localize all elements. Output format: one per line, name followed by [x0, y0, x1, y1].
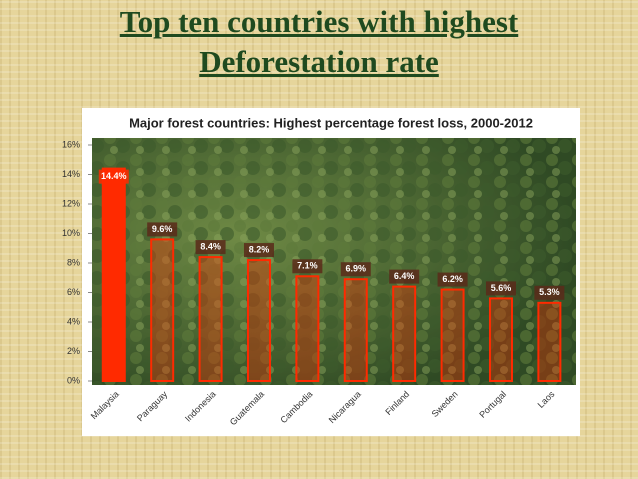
- value-label: 6.9%: [346, 264, 367, 274]
- value-label-box: [147, 222, 178, 237]
- value-label-box: [534, 285, 565, 300]
- y-tick-label: 4%: [67, 316, 80, 326]
- y-tick-label: 16%: [62, 139, 80, 149]
- value-label: 5.6%: [491, 283, 512, 293]
- bar: [295, 275, 320, 382]
- value-label-box: [340, 262, 371, 277]
- value-label: 5.3%: [539, 287, 560, 297]
- value-label-box: [243, 243, 274, 258]
- y-tick-label: 8%: [67, 257, 80, 267]
- chart-title: Major forest countries: Highest percenta…: [129, 115, 533, 130]
- bar: [440, 288, 465, 382]
- bar: [101, 167, 126, 382]
- bar: [150, 238, 175, 382]
- value-label-box: [437, 272, 468, 287]
- bar: [488, 297, 513, 382]
- y-tick-label: 2%: [67, 346, 80, 356]
- y-tick-label: 0%: [67, 375, 80, 385]
- value-label: 6.4%: [394, 271, 415, 281]
- bar: [246, 259, 271, 382]
- bar: [392, 285, 417, 383]
- slide-title: Top ten countries with highest Deforesta…: [119, 4, 519, 79]
- y-tick-label: 6%: [67, 287, 80, 297]
- bar: [198, 256, 223, 383]
- y-tick-label: 10%: [62, 228, 80, 238]
- value-label: 6.2%: [442, 274, 463, 284]
- value-label: 8.4%: [200, 241, 221, 251]
- value-label-box: [292, 259, 323, 274]
- value-label: 14.4%: [101, 171, 127, 181]
- value-label-box: [98, 169, 129, 184]
- value-label-box: [195, 240, 226, 255]
- value-label: 7.1%: [297, 261, 318, 271]
- value-label: 9.6%: [152, 224, 173, 234]
- bar: [343, 278, 368, 383]
- value-label-box: [389, 269, 420, 284]
- value-label-box: [485, 281, 516, 296]
- y-tick-label: 12%: [62, 198, 80, 208]
- bar: [537, 301, 562, 383]
- y-tick-label: 14%: [62, 169, 80, 179]
- value-label: 8.2%: [249, 244, 270, 254]
